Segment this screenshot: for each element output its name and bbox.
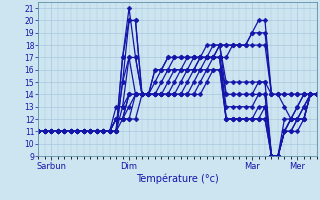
X-axis label: Température (°c): Température (°c): [136, 173, 219, 184]
